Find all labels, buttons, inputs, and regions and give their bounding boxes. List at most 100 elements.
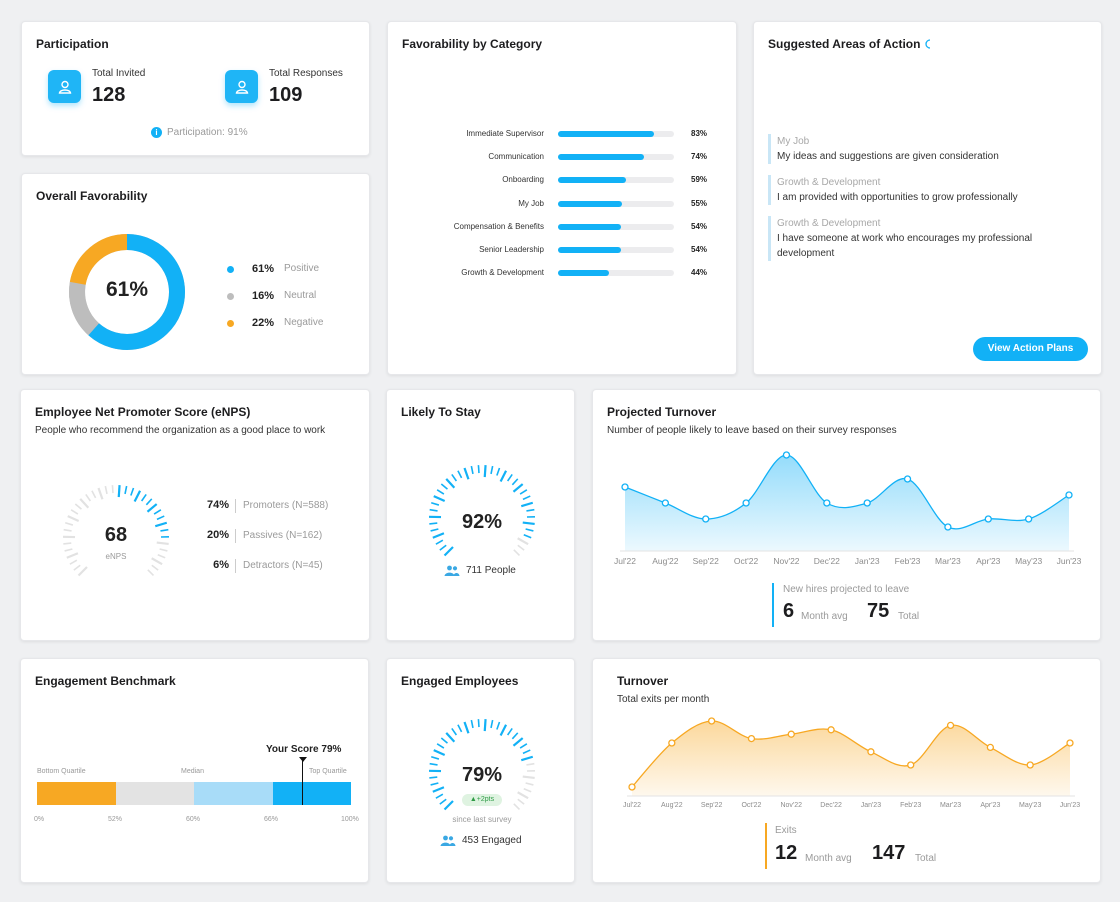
turnover-avg-label: Month avg: [805, 853, 852, 864]
chart-point[interactable]: [1066, 739, 1074, 747]
category-value: 44%: [691, 268, 708, 278]
card-title: Suggested Areas of Action: [768, 37, 932, 51]
action-item[interactable]: My Job My ideas and suggestions are give…: [768, 134, 1088, 164]
gauge-tick: [506, 473, 513, 482]
gauge-tick: [117, 485, 121, 498]
chart-point[interactable]: [1026, 761, 1034, 769]
category-value: 54%: [691, 221, 708, 231]
projected-stat-label: New hires projected to leave: [783, 584, 910, 595]
chart-point[interactable]: [747, 734, 756, 743]
category-bar: [558, 154, 674, 161]
gauge-tick: [443, 546, 454, 557]
card-title: Engagement Benchmark: [35, 674, 176, 688]
gauge-tick: [63, 542, 72, 545]
x-axis-label: Jan'23: [855, 556, 880, 566]
gauge-tick: [436, 489, 445, 495]
chart-point[interactable]: [863, 499, 871, 507]
category-bar-fill: [558, 223, 621, 230]
gauge-tick: [522, 521, 535, 526]
gauge-tick: [440, 483, 448, 490]
chart-point[interactable]: [907, 761, 915, 769]
x-axis-label: Nov'22: [773, 556, 799, 566]
median-label: Median: [181, 768, 204, 775]
gauge-tick: [153, 509, 162, 515]
engagement-benchmark-card: Engagement Benchmark Your Score 79% Bott…: [20, 658, 369, 883]
stay-gauge: [428, 465, 536, 557]
category-bar-fill: [558, 200, 622, 207]
chart-point[interactable]: [1024, 515, 1033, 523]
x-axis-label: Jul'22: [623, 802, 641, 809]
gauge-tick: [79, 498, 90, 509]
card-subtitle: People who recommend the organization as…: [35, 425, 326, 436]
chart-point[interactable]: [984, 515, 992, 523]
chart-point[interactable]: [823, 499, 831, 507]
chart-point[interactable]: [867, 748, 875, 756]
view-action-plans-button[interactable]: View Action Plans: [973, 337, 1088, 361]
projected-total-value: 75: [867, 600, 890, 622]
bottom-quartile-label: Bottom Quartile: [37, 768, 86, 775]
x-axis-label: Dec'22: [820, 802, 842, 809]
responses-value: 109: [269, 84, 303, 106]
chart-point[interactable]: [944, 523, 952, 531]
gauge-tick: [519, 743, 528, 749]
gauge-tick: [439, 544, 447, 551]
gauge-tick: [499, 724, 508, 736]
up-arrow-icon: ▲: [469, 796, 477, 803]
chart-point[interactable]: [661, 499, 670, 507]
gauge-tick: [511, 732, 519, 740]
x-axis-label: Mar'23: [940, 802, 961, 809]
category-bar: [558, 131, 674, 137]
gauge-tick: [526, 762, 535, 766]
gauge-tick: [429, 522, 438, 525]
gauge-tick: [513, 549, 521, 557]
action-item[interactable]: Growth & Development I have someone at w…: [768, 216, 1058, 261]
action-item[interactable]: Growth & Development I am provided with …: [768, 175, 1088, 205]
likely-to-stay-card: Likely To Stay 92% 711 People: [386, 389, 575, 641]
category-label: Compensation & Benefits: [453, 221, 544, 231]
participation-text: Participation: 91%: [167, 127, 248, 138]
top-quartile-label: Top Quartile: [309, 768, 347, 775]
legend-dot-negative: [227, 320, 234, 327]
chart-point[interactable]: [707, 717, 716, 725]
legend-positive-value: 61%: [252, 263, 275, 275]
people-count: 711 People: [466, 565, 516, 576]
category-bar-fill: [558, 154, 644, 161]
donut-center-value: 61%: [105, 278, 149, 301]
x-axis-label: Sep'22: [693, 556, 719, 566]
chart-point[interactable]: [1065, 491, 1073, 499]
chart-point[interactable]: [628, 783, 636, 791]
gauge-tick: [151, 564, 159, 571]
chart-point[interactable]: [702, 515, 710, 523]
enps-score: 68: [104, 524, 128, 546]
gauge-tick: [67, 515, 80, 523]
gauge-tick: [525, 782, 534, 786]
chart-point[interactable]: [946, 721, 955, 730]
engaged-value: 79%: [461, 764, 503, 786]
projected-stat-divider: [772, 583, 774, 627]
gauge-tick: [151, 557, 163, 566]
chart-point[interactable]: [986, 743, 995, 752]
x-axis-label: Sep'22: [701, 802, 723, 809]
gauge-tick: [159, 548, 168, 552]
gauge-tick: [104, 485, 108, 495]
your-score-label: Your Score 79%: [266, 744, 342, 755]
chart-point[interactable]: [782, 451, 791, 459]
chart-point[interactable]: [903, 475, 912, 483]
gauge-tick: [147, 569, 155, 577]
chart-point[interactable]: [742, 499, 750, 507]
tick-label: 60%: [186, 816, 201, 823]
gauge-tick: [430, 782, 439, 786]
action-text: I am provided with opportunities to grow…: [777, 192, 1018, 203]
favorability-card: Favorability by Category Immediate Super…: [387, 21, 737, 375]
chart-point[interactable]: [827, 726, 835, 734]
benchmark-segment-bottom: [37, 782, 116, 805]
chart-point[interactable]: [668, 739, 676, 747]
gauge-tick: [523, 788, 532, 793]
gauge-tick: [470, 465, 474, 475]
gauge-tick: [64, 548, 73, 552]
chart-point[interactable]: [621, 483, 629, 491]
x-axis-label: Jan'23: [861, 802, 882, 809]
since-label: since last survey: [452, 815, 512, 824]
chart-point[interactable]: [787, 730, 795, 738]
projected-turnover-card: Projected Turnover Number of people like…: [592, 389, 1101, 641]
